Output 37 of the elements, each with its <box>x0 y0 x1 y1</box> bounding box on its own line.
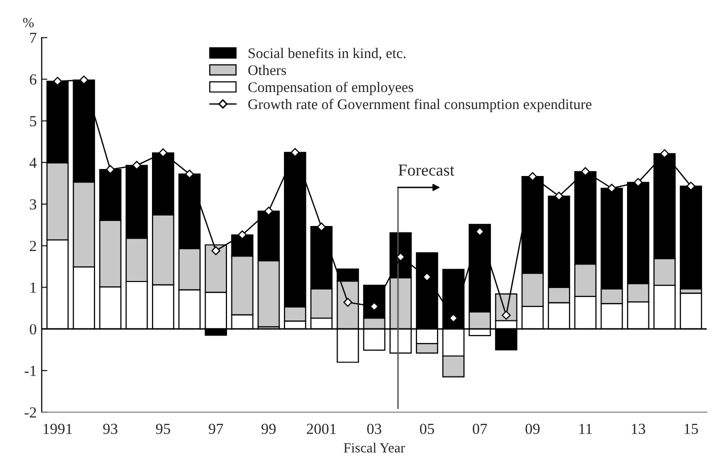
y-tick-label: 4 <box>30 158 37 168</box>
x-tick-label: 93 <box>103 424 118 434</box>
x-tick-label: 15 <box>684 424 698 434</box>
legend-label: Growth rate of Government final consumption expenditure <box>248 98 592 112</box>
y-tick-label: 3 <box>30 199 36 210</box>
x-tick-label: 03 <box>367 424 382 434</box>
legend-label: Social benefits in kind, etc. <box>248 48 406 60</box>
x-tick-label: 97 <box>208 424 224 434</box>
y-axis-title: % <box>23 18 34 28</box>
y-tick-label: 0 <box>30 324 36 334</box>
x-tick-label: 99 <box>262 424 276 434</box>
x-tick-label: 2001 <box>306 424 336 434</box>
point <box>211 246 220 256</box>
x-tick-label: 13 <box>632 424 646 434</box>
x-tick-label: 1991 <box>44 424 72 434</box>
x-tick-label: 11 <box>579 424 592 434</box>
y-tick-label: 6 <box>30 74 36 85</box>
point <box>634 178 643 187</box>
x-tick-label: 09 <box>526 424 540 434</box>
x-axis-title: Fiscal Year <box>344 442 405 452</box>
legend-label: Compensation of employees <box>248 82 414 96</box>
ref-line-label: Forecast <box>398 164 454 176</box>
point <box>502 310 511 320</box>
x-tick-label: 95 <box>156 424 170 434</box>
point <box>290 148 300 157</box>
point <box>316 222 326 232</box>
legend-label: Others <box>248 64 286 76</box>
y-tick-label: 5 <box>30 116 36 126</box>
bar <box>680 186 702 290</box>
y-tick-label: -1 <box>24 366 36 376</box>
x-tick-label: 07 <box>472 424 488 434</box>
y-tick-label: 1 <box>30 282 36 293</box>
x-tick-label: 05 <box>420 424 434 434</box>
y-tick-label: 7 <box>30 32 36 43</box>
y-tick-label: -2 <box>24 407 36 418</box>
point <box>343 298 352 307</box>
y-tick-label: 2 <box>30 240 36 252</box>
